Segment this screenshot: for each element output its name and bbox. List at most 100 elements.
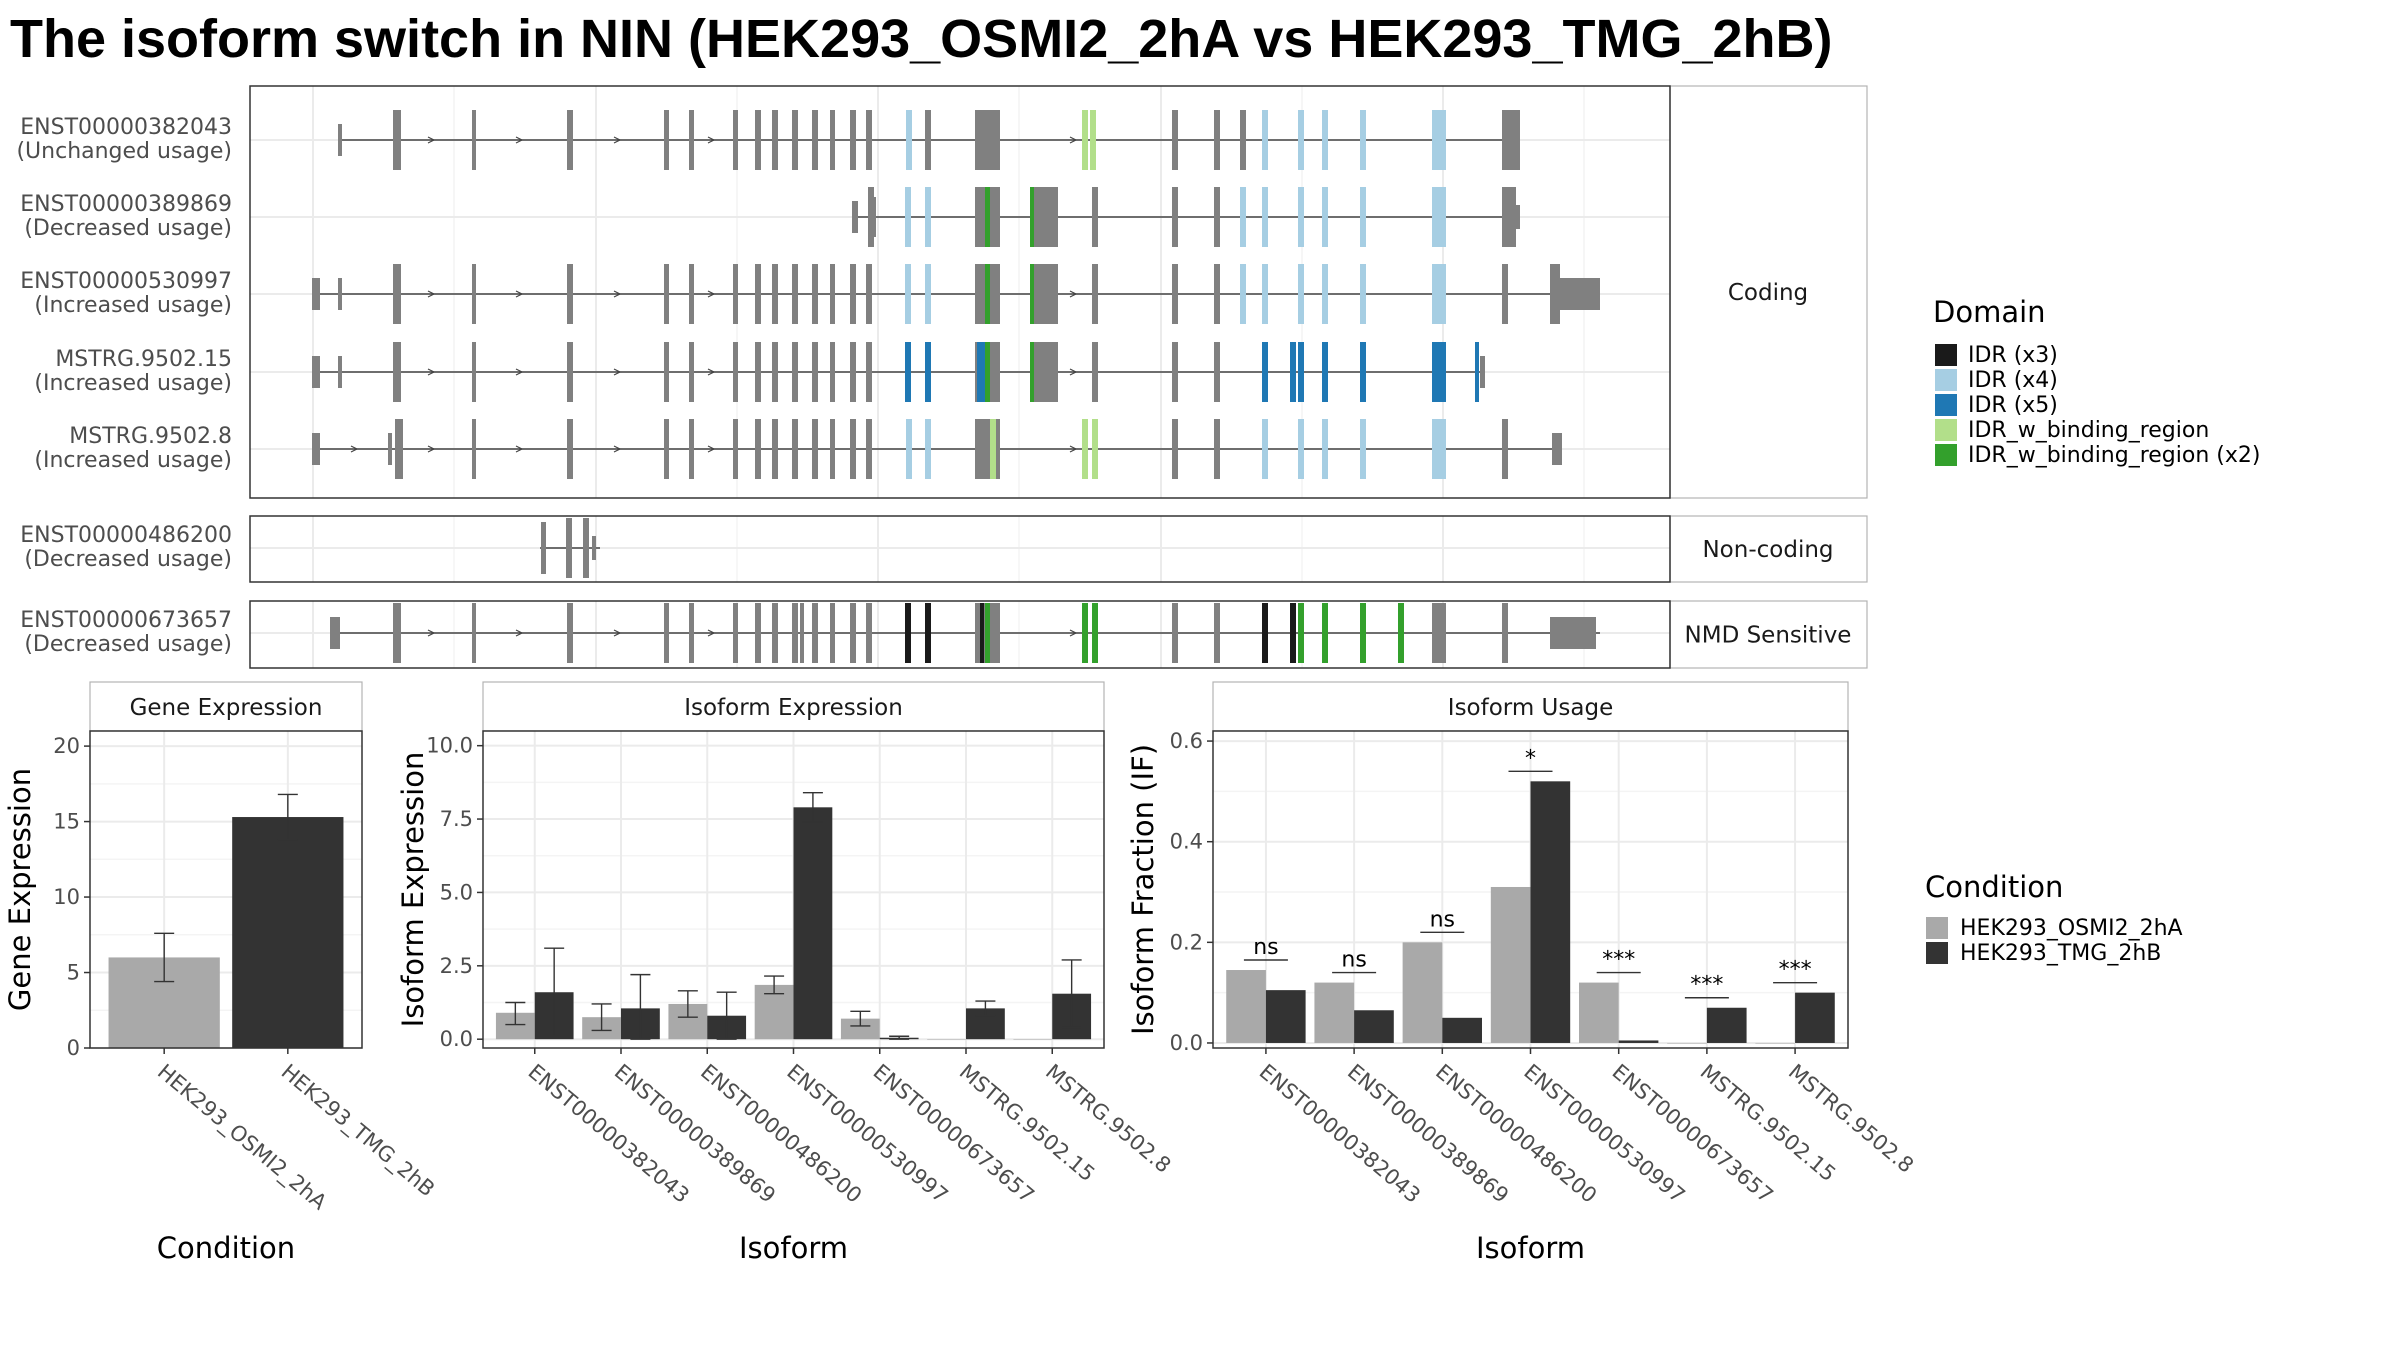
exon xyxy=(925,187,931,247)
exon xyxy=(1502,264,1508,324)
domain-legend-label: IDR (x3) xyxy=(1968,343,2058,368)
panel-strip-title: Isoform Usage xyxy=(1448,695,1613,721)
exon xyxy=(1172,419,1178,479)
bar xyxy=(1530,781,1571,1043)
strand-arrow xyxy=(515,136,524,144)
exon xyxy=(566,518,572,578)
strand-arrow xyxy=(350,445,359,453)
panel-strip xyxy=(89,681,363,732)
transcript-structure-panel: Coding Non-coding NMD Sensitive ENST0000038… xyxy=(16,85,1868,669)
exon xyxy=(733,264,738,324)
bar xyxy=(1013,1039,1053,1040)
exon xyxy=(393,342,401,402)
condition-legend-label: HEK293_TMG_2hB xyxy=(1960,941,2161,966)
facet-strip xyxy=(1669,85,1868,499)
significance-label: ns xyxy=(1341,948,1366,973)
exon xyxy=(689,419,694,479)
condition-legend-title: Condition xyxy=(1925,870,2063,904)
exon xyxy=(338,124,342,156)
exon xyxy=(1214,264,1220,324)
strand-arrow xyxy=(515,629,524,637)
exon xyxy=(1502,603,1508,663)
panel-2: Isoform Usage0.00.20.40.6nsnsns*********… xyxy=(1126,681,1918,1265)
facet-background xyxy=(250,601,1670,668)
exon xyxy=(866,603,872,663)
facet-strip-label: Non-coding xyxy=(1702,537,1833,563)
exon xyxy=(800,603,804,663)
exon xyxy=(905,603,911,663)
exon xyxy=(812,603,818,663)
exon xyxy=(664,419,669,479)
significance-label: ns xyxy=(1430,907,1455,932)
strand-arrow xyxy=(515,290,524,298)
transcript-usage-label: (Unchanged usage) xyxy=(16,139,232,164)
exon xyxy=(906,110,912,170)
facet-frame xyxy=(249,515,1671,583)
y-axis-title: Isoform Fraction (IF) xyxy=(1126,744,1160,1035)
exon xyxy=(905,264,911,324)
exon xyxy=(1432,419,1446,479)
exon xyxy=(850,419,856,479)
exon xyxy=(1082,419,1088,479)
exon xyxy=(1516,110,1520,170)
exon xyxy=(905,187,911,247)
y-tick-label: 0.0 xyxy=(1170,1031,1203,1055)
exon xyxy=(664,264,669,324)
exon xyxy=(1172,187,1178,247)
exon xyxy=(850,110,856,170)
strand-arrow xyxy=(515,445,524,453)
strand-arrow xyxy=(707,368,716,376)
exon xyxy=(1360,603,1366,663)
strand-arrow xyxy=(1069,629,1078,637)
y-tick-label: 5.0 xyxy=(440,880,473,904)
exon xyxy=(1432,342,1446,402)
exon xyxy=(975,419,1000,479)
strand-arrow xyxy=(1069,445,1078,453)
structure-facet-0: Coding xyxy=(250,85,1868,499)
exon xyxy=(1360,110,1366,170)
exon xyxy=(1240,110,1246,170)
exon xyxy=(850,342,856,402)
exon xyxy=(985,264,990,324)
significance-label: ns xyxy=(1253,935,1278,960)
exon xyxy=(975,110,1000,170)
exon xyxy=(1240,187,1246,247)
exon xyxy=(338,278,342,310)
y-tick-label: 0.4 xyxy=(1170,830,1203,854)
x-tick-label: ENST00000486200 xyxy=(1431,1059,1601,1207)
y-tick-label: 0.6 xyxy=(1170,729,1203,753)
exon xyxy=(1030,264,1058,324)
exon xyxy=(393,264,401,324)
exon xyxy=(388,433,392,465)
exon xyxy=(733,419,738,479)
facet-strip-label: Coding xyxy=(1728,280,1808,306)
panel-strip-title: Isoform Expression xyxy=(684,695,903,721)
x-tick-label: ENST00000389869 xyxy=(1343,1059,1513,1207)
exon xyxy=(977,342,985,402)
y-axis-title: Isoform Expression xyxy=(396,752,430,1028)
x-tick-label: ENST00000530997 xyxy=(1519,1059,1689,1207)
panel-strip xyxy=(1212,681,1849,732)
strand-arrow xyxy=(707,629,716,637)
exon xyxy=(830,419,835,479)
significance-label: *** xyxy=(1602,948,1635,973)
exon xyxy=(852,201,858,233)
y-tick-label: 10 xyxy=(53,885,80,909)
exon xyxy=(1360,264,1366,324)
panel-0: Gene Expression05101520HEK293_OSMI2_2hAH… xyxy=(3,681,439,1265)
domain-legend-swatch xyxy=(1935,369,1957,391)
exon xyxy=(664,342,669,402)
exon xyxy=(755,342,761,402)
exon xyxy=(1322,187,1328,247)
y-tick-label: 2.5 xyxy=(440,954,473,978)
significance-label: * xyxy=(1525,746,1536,771)
exon xyxy=(1172,342,1178,402)
exon xyxy=(395,419,403,479)
exon xyxy=(312,433,320,465)
strand-arrow xyxy=(1069,136,1078,144)
exon xyxy=(1322,419,1328,479)
exon xyxy=(567,110,573,170)
exon xyxy=(866,264,872,324)
exon xyxy=(755,110,761,170)
